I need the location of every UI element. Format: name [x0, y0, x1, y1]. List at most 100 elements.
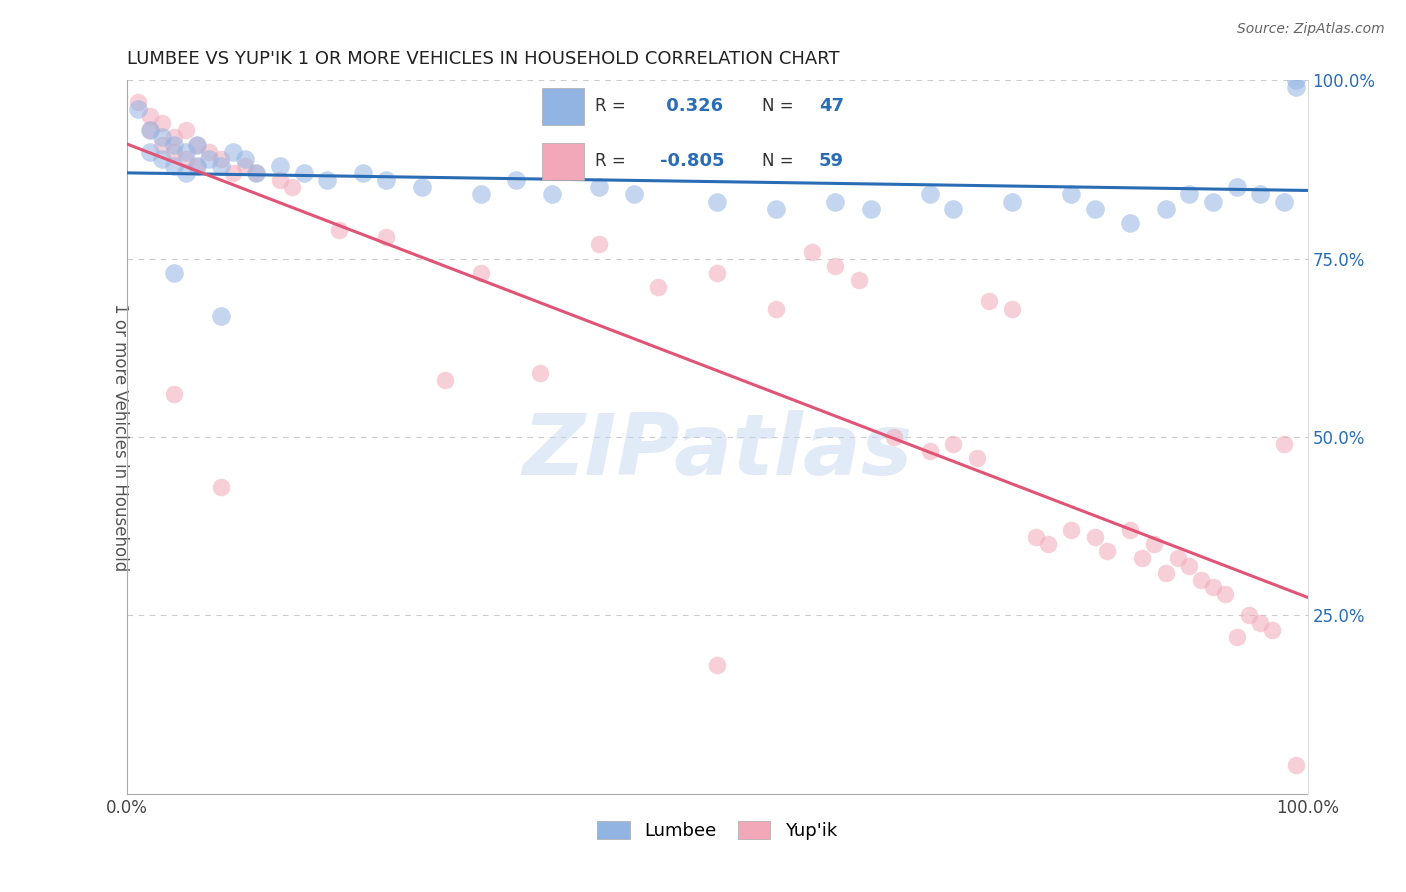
- Point: [977, 294, 1000, 309]
- Point: [174, 152, 197, 166]
- Point: [222, 145, 245, 159]
- Point: [1178, 558, 1201, 573]
- Point: [859, 202, 882, 216]
- FancyBboxPatch shape: [541, 87, 583, 125]
- Point: [186, 159, 208, 173]
- Point: [292, 166, 315, 180]
- Point: [127, 95, 149, 109]
- Point: [174, 145, 197, 159]
- Point: [1095, 544, 1118, 558]
- Point: [942, 437, 965, 451]
- Point: [375, 230, 398, 244]
- Point: [163, 130, 186, 145]
- Point: [706, 266, 728, 280]
- Point: [470, 187, 492, 202]
- Point: [1202, 580, 1225, 594]
- Point: [1178, 187, 1201, 202]
- Point: [198, 145, 221, 159]
- Point: [1226, 630, 1249, 644]
- Point: [233, 152, 256, 166]
- Text: Source: ZipAtlas.com: Source: ZipAtlas.com: [1237, 22, 1385, 37]
- Point: [150, 152, 173, 166]
- Text: R =: R =: [595, 97, 631, 115]
- Text: 59: 59: [818, 153, 844, 170]
- Point: [222, 166, 245, 180]
- Text: 0.326: 0.326: [659, 97, 723, 115]
- Point: [434, 373, 457, 387]
- Point: [411, 180, 433, 194]
- Point: [139, 109, 162, 123]
- Text: N =: N =: [762, 97, 799, 115]
- Point: [1060, 523, 1083, 537]
- Text: LUMBEE VS YUP'IK 1 OR MORE VEHICLES IN HOUSEHOLD CORRELATION CHART: LUMBEE VS YUP'IK 1 OR MORE VEHICLES IN H…: [127, 50, 839, 68]
- Point: [139, 123, 162, 137]
- Point: [269, 173, 291, 187]
- Point: [1130, 551, 1153, 566]
- Point: [1001, 301, 1024, 316]
- Point: [848, 273, 870, 287]
- Point: [186, 159, 208, 173]
- Point: [1285, 758, 1308, 772]
- Point: [174, 166, 197, 180]
- Point: [139, 145, 162, 159]
- Point: [706, 658, 728, 673]
- Point: [1285, 80, 1308, 95]
- Point: [186, 137, 208, 152]
- Point: [209, 152, 232, 166]
- Point: [163, 387, 186, 401]
- Point: [1143, 537, 1166, 551]
- Point: [623, 187, 645, 202]
- Point: [1154, 566, 1177, 580]
- Point: [375, 173, 398, 187]
- Point: [765, 301, 787, 316]
- Point: [918, 187, 941, 202]
- Point: [163, 159, 186, 173]
- Point: [209, 480, 232, 494]
- Point: [1272, 194, 1295, 209]
- Point: [824, 194, 846, 209]
- Point: [647, 280, 669, 294]
- Point: [1119, 523, 1142, 537]
- Point: [127, 102, 149, 116]
- Point: [150, 130, 173, 145]
- Point: [706, 194, 728, 209]
- Text: 47: 47: [818, 97, 844, 115]
- Point: [800, 244, 823, 259]
- Point: [150, 137, 173, 152]
- Point: [1272, 437, 1295, 451]
- Point: [1154, 202, 1177, 216]
- Point: [352, 166, 374, 180]
- Point: [209, 159, 232, 173]
- Point: [1213, 587, 1236, 601]
- Text: -0.805: -0.805: [659, 153, 724, 170]
- Point: [918, 444, 941, 458]
- Point: [824, 259, 846, 273]
- Point: [281, 180, 304, 194]
- Point: [883, 430, 905, 444]
- Point: [1261, 623, 1284, 637]
- Point: [765, 202, 787, 216]
- Point: [1285, 73, 1308, 87]
- Point: [316, 173, 339, 187]
- Point: [233, 159, 256, 173]
- Point: [198, 152, 221, 166]
- Point: [1084, 202, 1107, 216]
- Text: ZIPatlas: ZIPatlas: [522, 409, 912, 493]
- Point: [1060, 187, 1083, 202]
- Y-axis label: 1 or more Vehicles in Household: 1 or more Vehicles in Household: [111, 303, 128, 571]
- Point: [588, 180, 610, 194]
- Point: [505, 173, 527, 187]
- Point: [1036, 537, 1059, 551]
- Point: [163, 137, 186, 152]
- Point: [540, 187, 562, 202]
- Point: [163, 145, 186, 159]
- Point: [186, 137, 208, 152]
- Point: [470, 266, 492, 280]
- FancyBboxPatch shape: [541, 143, 583, 180]
- Point: [1237, 608, 1260, 623]
- Point: [529, 366, 551, 380]
- Point: [942, 202, 965, 216]
- Point: [966, 451, 988, 466]
- Text: R =: R =: [595, 153, 631, 170]
- Text: N =: N =: [762, 153, 799, 170]
